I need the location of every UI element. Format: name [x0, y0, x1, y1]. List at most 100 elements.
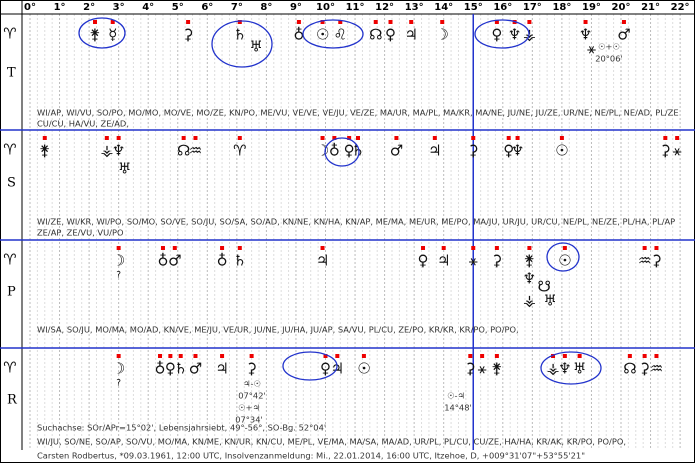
footer: Carsten Rodbertus, *09.03.1961, 12:00 UT…: [37, 451, 585, 461]
highlight-ring: [324, 137, 360, 167]
planet-glyph: ♀: [418, 252, 429, 270]
red-dot: [116, 354, 121, 358]
planet-glyph: ♅: [573, 360, 586, 378]
planet-glyph: ⚳: [468, 142, 479, 160]
red-dot: [220, 354, 225, 358]
red-dot: [335, 354, 340, 358]
planet-glyph: ♌: [334, 26, 347, 44]
annotation: ☉+♃: [238, 403, 260, 413]
planet-glyph: ♄: [351, 142, 364, 160]
red-dot: [320, 136, 325, 140]
row-marker: ♈: [3, 141, 16, 159]
planet-glyph: ♃: [331, 360, 344, 378]
planet-glyph: ⚵: [491, 360, 502, 378]
planet-glyph: ♒: [650, 360, 663, 378]
ruler-label: 17°: [523, 2, 542, 13]
midpoint-list: WI/SA, SO/JU, MO/MA, MO/AD, KN/VE, ME/JU…: [37, 325, 519, 335]
ruler-label: 19°: [582, 2, 601, 13]
planet-glyph: ☊: [623, 360, 636, 378]
planet-glyph: ⚹: [469, 252, 478, 270]
search-axis: Suchachse: SOr/APr=15°02', Lebensjahrsie…: [37, 423, 326, 433]
red-dot: [432, 136, 437, 140]
ruler-label: 22°: [671, 2, 690, 13]
planet-glyph: ♀: [385, 26, 396, 44]
planet-glyph: ♂: [390, 142, 403, 160]
planet-glyph: ♀: [344, 142, 355, 160]
planet-glyph: ⚶: [100, 142, 113, 160]
ruler-label: 6°: [201, 2, 213, 13]
planet-glyph: ?: [116, 271, 121, 281]
red-dot: [654, 246, 659, 250]
planet-glyph: ⚹: [478, 360, 487, 378]
ruler-label: 12°: [375, 2, 394, 13]
ruler-label: 15°: [464, 2, 483, 13]
planet-glyph: ♆: [579, 26, 592, 44]
ruler-label: 1°: [54, 2, 66, 13]
planet-glyph: ♂: [168, 252, 181, 270]
red-dot: [494, 354, 499, 358]
planet-glyph: ♁: [293, 26, 304, 44]
red-dot: [181, 136, 186, 140]
planet-glyph: ♀: [491, 26, 502, 44]
planet-glyph: ♃: [316, 252, 329, 270]
planet-glyph: ☽: [435, 26, 448, 44]
planet-glyph: ☿: [108, 26, 117, 44]
red-dot: [468, 354, 473, 358]
red-dot: [237, 246, 242, 250]
red-dot: [178, 354, 183, 358]
ruler-label: 8°: [260, 2, 272, 13]
planet-glyph: ⚳: [246, 360, 257, 378]
row-marker: ♈: [3, 359, 16, 377]
red-dot: [373, 20, 378, 24]
planet-glyph: ⚹: [673, 142, 682, 160]
red-dot: [471, 136, 476, 140]
red-dot: [160, 246, 165, 250]
red-dot: [116, 136, 121, 140]
midpoint-list: WI/JU, SO/NE, SO/AP, SO/VU, MO/MA, KN/ME…: [37, 437, 626, 447]
planet-glyph: ♂: [617, 26, 630, 44]
highlight-ring: [282, 351, 338, 381]
red-dot: [388, 20, 393, 24]
planet-glyph: ⚶: [523, 292, 536, 310]
row-marker: ♈: [3, 251, 16, 269]
red-dot: [559, 136, 564, 140]
row-label: S: [7, 176, 16, 191]
red-dot: [93, 20, 98, 24]
planet-glyph: ⚳: [639, 360, 650, 378]
red-dot: [409, 20, 414, 24]
planet-glyph: ⚵: [524, 252, 535, 270]
midpoint-list: ZE/AP, ZE/VU, VU/PO: [37, 228, 124, 238]
red-dot: [237, 136, 242, 140]
planet-glyph: ♀: [503, 142, 514, 160]
planet-glyph: ♆: [112, 142, 125, 160]
red-dot: [654, 354, 659, 358]
planet-glyph: ♆: [523, 270, 536, 288]
red-dot: [323, 354, 328, 358]
planet-glyph: ♆: [511, 142, 524, 160]
red-dot: [577, 354, 582, 358]
red-dot: [356, 136, 361, 140]
ruler-label: 18°: [552, 2, 571, 13]
red-dot: [193, 136, 198, 140]
annotation: 14°48': [444, 403, 472, 413]
planet-glyph: ☽: [112, 360, 125, 378]
ruler-label: 14°: [434, 2, 453, 13]
red-dot: [158, 354, 163, 358]
red-dot: [642, 246, 647, 250]
highlight-ring: [546, 242, 580, 272]
red-dot: [332, 136, 337, 140]
red-dot: [42, 136, 47, 140]
annotation: ☉+☉: [598, 42, 620, 52]
red-dot: [361, 354, 366, 358]
red-dot: [621, 20, 626, 24]
planet-glyph: ♁: [157, 252, 168, 270]
midpoint-list: WI/AP, WI/VU, SO/PO, MO/MO, MO/VE, MO/ZE…: [37, 108, 679, 118]
red-dot: [320, 246, 325, 250]
planet-glyph: ☉: [555, 142, 568, 160]
planet-glyph: ♀: [165, 360, 176, 378]
ruler-label: 16°: [493, 2, 512, 13]
midpoint-list: CU/CU, HA/VU, ZE/AD,: [37, 119, 129, 129]
red-dot: [394, 136, 399, 140]
highlight-ring: [302, 19, 364, 49]
